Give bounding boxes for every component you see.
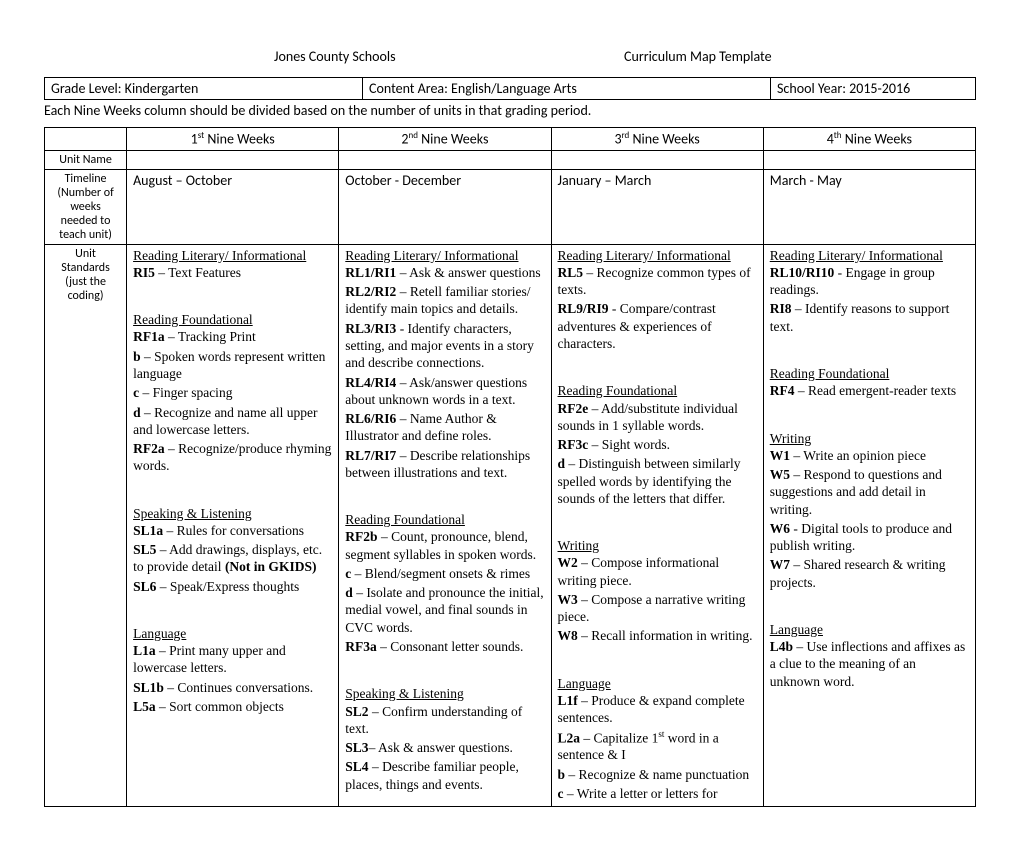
col-q1: 1st Nine Weeks (127, 128, 339, 151)
unit-name-label: Unit Name (45, 150, 127, 169)
col-q2: 2nd Nine Weeks (339, 128, 551, 151)
standards-q2: Reading Literary/ InformationalRL1/RI1 –… (339, 244, 551, 806)
content-area: Content Area: English/Language Arts (363, 78, 771, 100)
standards-q4: Reading Literary/ InformationalRL10/RI10… (763, 244, 975, 806)
timeline-q1: August – October (127, 169, 339, 244)
header-row: 1st Nine Weeks 2nd Nine Weeks 3rd Nine W… (45, 128, 976, 151)
page-header: Jones County Schools Curriculum Map Temp… (44, 48, 976, 65)
standards-label: Unit Standards (just the coding) (45, 244, 127, 806)
curriculum-table: 1st Nine Weeks 2nd Nine Weeks 3rd Nine W… (44, 127, 976, 807)
unit-q3 (551, 150, 763, 169)
standards-q1: Reading Literary/ InformationalRI5 – Tex… (127, 244, 339, 806)
timeline-label: Timeline (Number of weeks needed to teac… (45, 169, 127, 244)
timeline-q4: March - May (763, 169, 975, 244)
info-note: Each Nine Weeks column should be divided… (44, 100, 976, 121)
unit-q2 (339, 150, 551, 169)
standards-row: Unit Standards (just the coding) Reading… (45, 244, 976, 806)
timeline-q2: October - December (339, 169, 551, 244)
grade-level: Grade Level: Kindergarten (45, 78, 363, 100)
standards-q3: Reading Literary/ InformationalRL5 – Rec… (551, 244, 763, 806)
info-table: Grade Level: Kindergarten Content Area: … (44, 77, 976, 100)
unit-name-row: Unit Name (45, 150, 976, 169)
school-year: School Year: 2015-2016 (771, 78, 976, 100)
unit-q4 (763, 150, 975, 169)
col-q4: 4th Nine Weeks (763, 128, 975, 151)
page-title: Curriculum Map Template (584, 48, 976, 65)
col-q3: 3rd Nine Weeks (551, 128, 763, 151)
timeline-q3: January – March (551, 169, 763, 244)
timeline-row: Timeline (Number of weeks needed to teac… (45, 169, 976, 244)
unit-q1 (127, 150, 339, 169)
org-name: Jones County Schools (44, 48, 584, 65)
blank-header (45, 128, 127, 151)
